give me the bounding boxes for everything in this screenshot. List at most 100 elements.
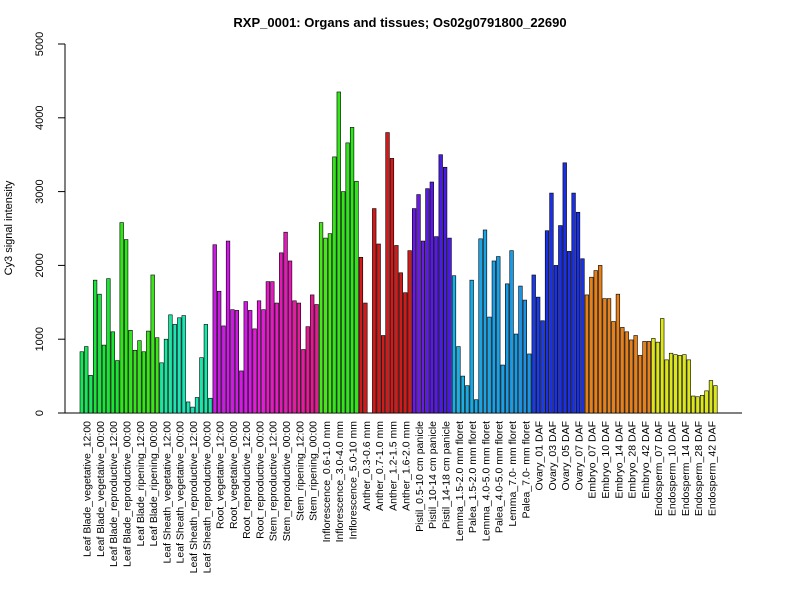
x-tick-label: Leaf Blade_ripening_00:00 [148,421,160,547]
bar [146,330,151,414]
bar [633,335,638,414]
bar [168,314,173,414]
x-tick-label: Leaf Sheath_reproductive_00:00 [201,421,213,574]
bar [274,302,279,414]
x-tick-label: Anther_1.2-1.5 mm [387,421,399,511]
bar [310,294,315,414]
bar [279,252,284,414]
x-tick-label: Palea_1.5-2.0 mm floret [467,421,479,533]
bar [447,237,452,414]
bar [425,188,430,414]
bar [691,395,696,414]
bar [225,240,231,414]
bar [186,401,191,414]
bar [177,317,182,414]
bar [434,236,439,414]
bar [101,344,107,414]
bar [79,351,84,414]
bar [416,194,421,414]
x-tick-label: Stem_reproductive_12:00 [268,421,280,541]
bar [203,324,208,414]
bar [708,380,714,414]
x-tick-label: Anther_0.3-0.6 mm [361,421,373,511]
bar [234,310,240,414]
y-axis-label: Cy3 signal intensity [3,180,15,275]
bar [531,274,536,414]
bar [261,309,266,414]
bar [637,355,643,414]
bar [292,300,297,414]
bar [172,324,177,414]
x-tick-label: Leaf Blade_reproductive_00:00 [122,421,134,567]
y-tick-label: 2000 [34,253,46,277]
bar [84,346,89,414]
bar [256,300,262,414]
x-tick-label: Stem_reproductive_00:00 [281,421,293,541]
bar [217,290,222,414]
bar [115,360,120,414]
x-tick-label: Inflorescence_0.6-1.0 mm [321,421,333,543]
bar [562,162,567,414]
y-tick-label: 1000 [34,327,46,351]
bar [429,181,434,414]
y-tick-label: 0 [34,410,46,416]
bar [141,351,146,414]
bar [208,397,213,414]
bar [110,331,115,414]
bar [558,225,563,414]
bar [301,349,306,414]
x-tick-label: Pistil_0.5-10 cm panicle [414,421,426,532]
bar [615,293,621,414]
bar [629,339,634,414]
bar [460,375,465,414]
bar [265,281,271,414]
bar [270,281,275,414]
bar [150,274,155,414]
x-tick-label: Lemma_7.0- mm floret [507,421,519,527]
bar [407,250,412,414]
bar [345,142,350,414]
x-tick-label: Palea_7.0- mm floret [520,421,532,519]
bar [451,275,457,414]
bar [505,283,510,414]
bar [438,154,443,414]
bar [230,309,235,414]
bar [363,302,368,414]
bar [713,385,718,414]
x-tick-label: Inflorescence_3.0-4.0 mm [334,421,346,543]
bar [478,238,483,414]
x-tick-label: Palea_4.0-5.0 mm floret [494,421,506,533]
x-tick-label: Ovary_05 DAF [560,421,572,490]
x-tick-label: Root_vegetative_12:00 [215,421,227,529]
x-tick-label: Endosperm_28 DAF [693,421,705,516]
bar [88,375,93,414]
bar [376,243,381,414]
x-tick-label: Root_vegetative_00:00 [228,421,240,529]
bar [92,279,98,414]
bar [372,208,377,414]
x-tick-label: Embryo_42 DAF [640,421,652,499]
bar [686,359,691,414]
bar [252,328,257,414]
x-tick-label: Lemma_4.0-5.0 mm floret [480,421,492,541]
bar [190,406,195,414]
x-tick-label: Embryo_14 DAF [613,421,625,499]
x-tick-label: Endosperm_07 DAF [653,421,665,516]
bar [580,258,585,414]
bar [699,394,705,414]
bar [704,390,709,414]
bar [394,245,399,414]
bar [593,270,598,414]
bar [403,292,408,414]
bar [522,299,527,414]
bar [668,352,674,414]
bar [544,230,550,414]
bar [221,325,226,414]
bar [571,192,576,414]
bar [349,127,355,414]
bar [106,278,111,414]
x-tick-label: Embryo_07 DAF [587,421,599,499]
bar [611,321,616,414]
x-tick-label: Anther_1.6-2.0 mm [401,421,413,511]
x-tick-label: Endosperm_14 DAF [680,421,692,516]
